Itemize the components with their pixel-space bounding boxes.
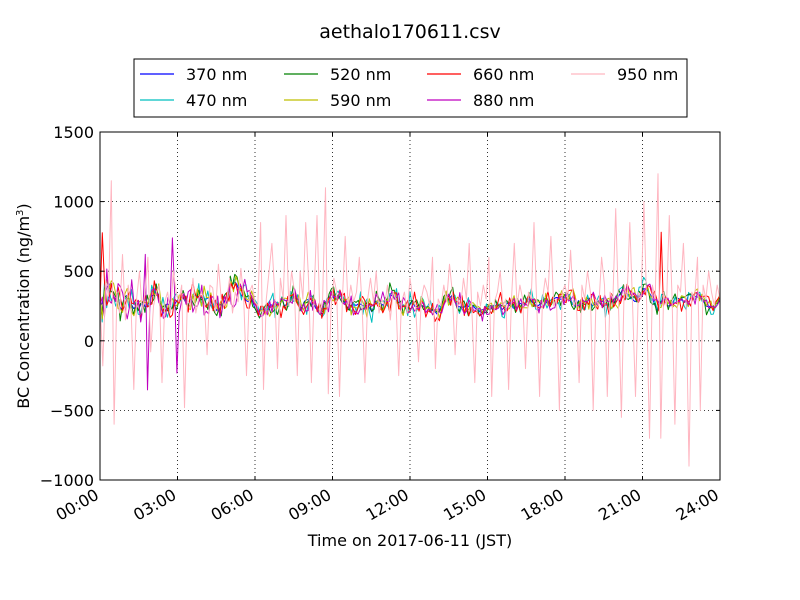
legend-item-370-nm: 370 nm (140, 65, 247, 84)
x-axis: 00:00 03:00 06:00 09:00 12:00 15:00 18:00 21:00… (53, 132, 722, 525)
x-tick-label: 06:00 (208, 485, 257, 525)
legend-item-880-nm: 880 nm (427, 91, 534, 110)
series-line-590-nm (100, 275, 720, 320)
legend-label: 470 nm (186, 91, 247, 110)
legend-item-590-nm: 590 nm (284, 91, 391, 110)
y-axis-title-tail: ) (14, 203, 33, 209)
x-tick-label: 09:00 (285, 485, 334, 525)
x-tick-label: 15:00 (440, 485, 489, 525)
legend-label: 950 nm (617, 65, 678, 84)
x-tick-label: 24:00 (673, 485, 722, 525)
chart-title: aethalo170611.csv (319, 21, 501, 43)
x-tick-label: 12:00 (363, 485, 412, 525)
x-tick-label: 18:00 (518, 485, 567, 525)
x-axis-title: Time on 2017-06-11 (JST) (307, 531, 512, 550)
series-line-880-nm (100, 237, 720, 391)
legend-item-470-nm: 470 nm (140, 91, 247, 110)
legend-label: 880 nm (473, 91, 534, 110)
legend-label: 520 nm (330, 65, 391, 84)
x-tick-label: 03:00 (130, 485, 179, 525)
legend-item-950-nm: 950 nm (571, 65, 678, 84)
y-tick-label: 0 (84, 332, 94, 351)
grid-lines (100, 132, 720, 480)
legend-item-520-nm: 520 nm (284, 65, 391, 84)
legend-box (133, 58, 688, 118)
legend-label: 370 nm (186, 65, 247, 84)
y-axis-title: BC Concentration (ng/m3) (14, 203, 33, 408)
y-axis-title-superscript: 3 (15, 210, 26, 216)
x-tick-label: 00:00 (53, 485, 102, 525)
y-tick-label: 500 (63, 262, 94, 281)
legend-label: 590 nm (330, 91, 391, 110)
legend-label: 660 nm (473, 65, 534, 84)
y-tick-label: −500 (50, 401, 94, 420)
y-tick-label: −1000 (40, 471, 94, 490)
legend: 370 nm 470 nm 520 nm 590 nm 660 nm 880 nm 950 … (133, 58, 688, 118)
y-axis: −1000 −500 0 500 1000 1500 (40, 123, 720, 490)
legend-item-660-nm: 660 nm (427, 65, 534, 84)
y-tick-label: 1000 (53, 193, 94, 212)
x-tick-label: 21:00 (595, 485, 644, 525)
series-line-950-nm (100, 173, 720, 467)
y-tick-label: 1500 (53, 123, 94, 142)
series-lines (100, 173, 720, 467)
y-axis-title-main: BC Concentration (ng/m (14, 216, 33, 409)
